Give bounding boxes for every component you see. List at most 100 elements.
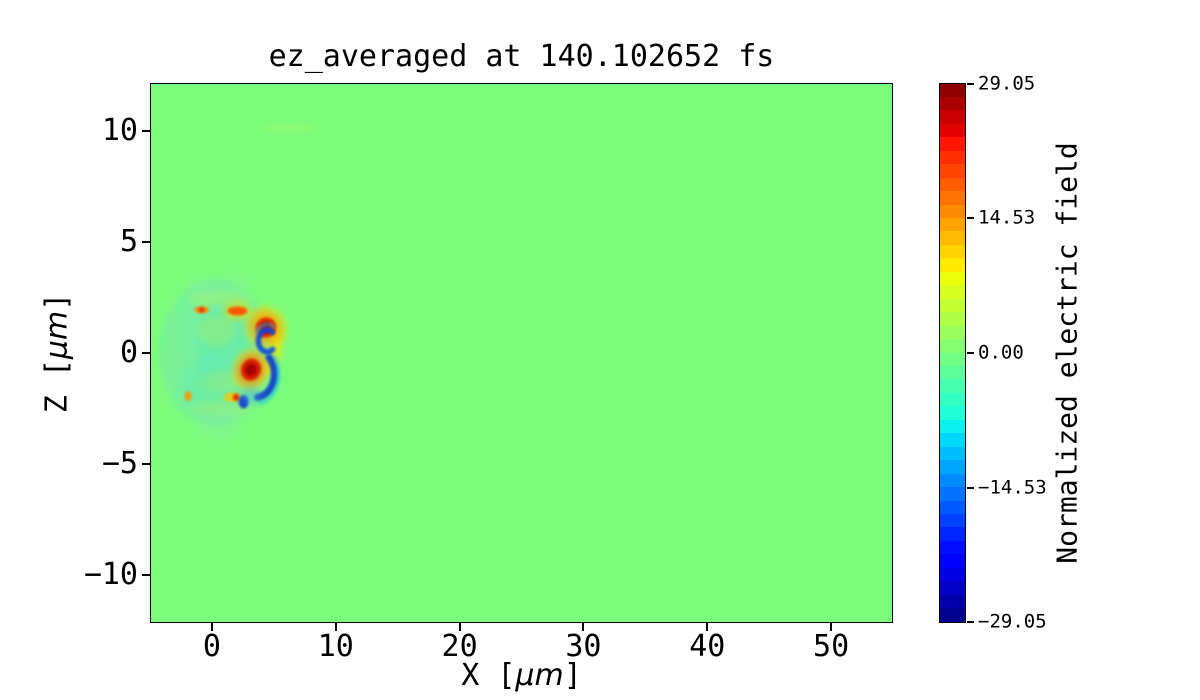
field-feature — [255, 327, 276, 355]
colorbar-tick-mark — [966, 352, 974, 354]
y-tick-label: −5 — [101, 446, 138, 482]
colorbar-band — [939, 218, 965, 232]
heatmap-plot-area — [150, 83, 893, 623]
x-tick-label: 40 — [689, 629, 726, 664]
colorbar-band — [939, 487, 965, 501]
colorbar-tick-mark — [966, 217, 974, 220]
colorbar-band — [939, 392, 965, 407]
x-tick-mark — [582, 623, 585, 631]
colorbar — [938, 82, 966, 623]
x-tick-label: 20 — [441, 629, 478, 664]
field-feature — [220, 273, 250, 292]
colorbar-tick-label: 29.05 — [978, 72, 1036, 95]
y-tick-mark — [142, 463, 150, 466]
colorbar-band — [939, 419, 965, 434]
colorbar-tick-mark — [966, 486, 974, 489]
colorbar-band — [939, 540, 965, 555]
field-feature — [161, 344, 166, 415]
colorbar-band — [939, 581, 965, 595]
colorbar-band — [939, 379, 965, 393]
field-feature — [188, 401, 253, 418]
colorbar-band — [939, 339, 965, 353]
colorbar-band — [939, 271, 965, 286]
x-tick-mark — [830, 623, 833, 631]
colorbar-tick-mark — [966, 83, 974, 85]
field-feature — [253, 353, 279, 401]
field-feature — [254, 322, 276, 335]
colorbar-tick-label: −14.53 — [978, 476, 1047, 499]
y-tick-label: 10 — [101, 112, 138, 148]
y-tick-mark — [142, 574, 150, 577]
colorbar-tick-label: −29.05 — [978, 610, 1047, 633]
colorbar-band — [939, 83, 965, 97]
colorbar-band — [939, 473, 965, 488]
colorbar-band — [939, 123, 965, 138]
x-tick-label: 0 — [202, 629, 221, 664]
colorbar-label: Normalized electric field — [1050, 142, 1084, 564]
colorbar-band — [939, 514, 965, 528]
field-feature — [241, 385, 261, 405]
field-feature — [189, 277, 197, 393]
x-tick-label: 10 — [317, 629, 354, 664]
y-tick-label: −10 — [83, 557, 138, 593]
colorbar-band — [939, 460, 965, 474]
field-structure-svg — [159, 125, 318, 440]
colorbar-band — [939, 608, 965, 622]
x-tick-mark — [334, 623, 337, 631]
colorbar-band — [939, 325, 965, 340]
colorbar-band — [939, 433, 965, 447]
colorbar-band — [939, 366, 965, 380]
colorbar-band — [939, 567, 965, 582]
colorbar-band — [939, 244, 965, 259]
field-feature — [232, 393, 240, 401]
colorbar-band — [939, 285, 965, 299]
y-tick-label: 0 — [119, 335, 138, 370]
field-feature — [204, 370, 242, 393]
y-tick-mark — [142, 129, 150, 132]
x-axis-label: X [μm] — [150, 659, 893, 692]
colorbar-band — [939, 446, 965, 461]
colorbar-tick-mark — [966, 621, 974, 623]
field-feature — [245, 363, 257, 376]
colorbar-band — [939, 298, 965, 313]
field-feature — [258, 354, 281, 406]
x-axis-label-text: X [ — [461, 658, 516, 693]
colorbar-band — [939, 231, 965, 245]
field-feature — [196, 412, 242, 440]
colorbar-band — [939, 164, 965, 178]
colorbar-band — [939, 96, 965, 111]
x-axis-label-close: ] — [563, 658, 582, 693]
colorbar-band — [939, 312, 965, 326]
x-tick-mark — [458, 623, 461, 631]
y-tick-mark — [142, 352, 150, 354]
x-tick-mark — [210, 623, 213, 631]
y-tick-mark — [142, 240, 150, 243]
colorbar-band — [939, 137, 965, 151]
colorbar-band — [939, 406, 965, 420]
field-feature — [168, 293, 176, 400]
y-tick-label: 5 — [119, 223, 138, 259]
x-tick-label: 30 — [565, 629, 602, 664]
colorbar-band — [939, 527, 965, 541]
colorbar-band — [939, 191, 965, 205]
field-feature — [260, 125, 318, 131]
field-feature — [197, 315, 235, 347]
colorbar-band — [939, 500, 965, 514]
colorbar-band — [939, 177, 965, 192]
field-feature — [198, 307, 205, 313]
y-axis-label-close: ] — [39, 292, 75, 311]
colorbar-tick-label: 0.00 — [978, 341, 1024, 364]
colorbar-band — [939, 352, 965, 367]
x-axis-unit: μm — [515, 658, 564, 693]
colorbar-band — [939, 150, 965, 165]
field-feature — [227, 306, 248, 316]
field-feature — [179, 326, 185, 415]
field-feature — [186, 277, 227, 300]
colorbar-band — [939, 554, 965, 568]
field-feature — [184, 391, 192, 402]
colorbar-tick-label: 14.53 — [978, 206, 1036, 229]
x-tick-label: 50 — [813, 629, 850, 664]
colorbar-gradient — [939, 83, 965, 622]
colorbar-band — [939, 258, 965, 272]
